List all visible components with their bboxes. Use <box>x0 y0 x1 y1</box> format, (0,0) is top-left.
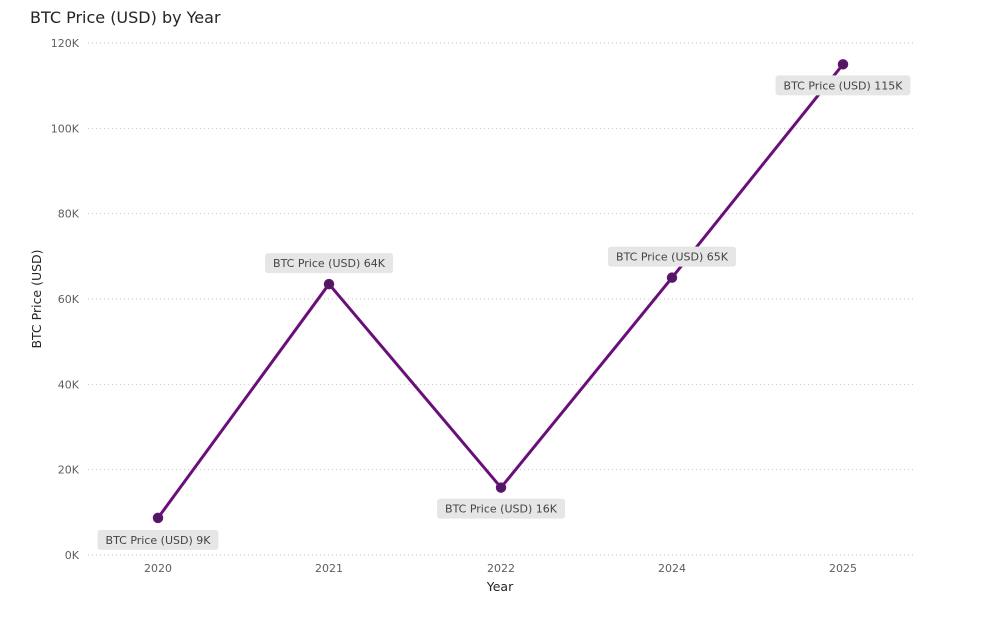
data-label-background <box>437 498 565 519</box>
y-tick-label: 120K <box>51 37 80 50</box>
y-tick-label: 60K <box>58 293 80 306</box>
x-axis-title: Year <box>486 579 514 594</box>
data-labels-group: BTC Price (USD) 9K BTC Price (USD) 64K BTC… <box>97 75 911 550</box>
y-tick-label: 20K <box>58 464 80 477</box>
data-label: BTC Price (USD) 16K <box>437 498 565 519</box>
x-tick-label: 2024 <box>658 562 686 575</box>
data-label-text: BTC Price (USD) 9K <box>106 534 212 547</box>
y-tick-label: 80K <box>58 208 80 221</box>
data-point[interactable] <box>837 59 849 70</box>
data-label: BTC Price (USD) 115K <box>775 75 911 96</box>
series-line <box>156 63 845 519</box>
data-label-text: BTC Price (USD) 65K <box>616 251 729 264</box>
data-point[interactable] <box>495 482 507 493</box>
data-label-background <box>608 246 736 267</box>
data-label: BTC Price (USD) 64K <box>265 253 393 274</box>
data-label-background <box>97 529 219 550</box>
y-tick-label: 100K <box>51 122 80 135</box>
data-label: BTC Price (USD) 65K <box>608 246 736 267</box>
data-point[interactable] <box>152 512 164 524</box>
chart-title: BTC Price (USD) by Year <box>30 8 221 27</box>
x-tick-label: 2020 <box>144 562 172 575</box>
x-axis-ticks: 2020 2021 2022 2024 2025 <box>144 562 857 575</box>
gridlines <box>88 42 915 556</box>
y-tick-label: 0K <box>65 549 80 562</box>
data-label-text: BTC Price (USD) 64K <box>273 257 386 270</box>
x-tick-label: 2025 <box>829 562 857 575</box>
data-point[interactable] <box>323 278 335 290</box>
y-axis-title: BTC Price (USD) <box>29 249 44 348</box>
y-tick-label: 40K <box>58 378 80 391</box>
data-label: BTC Price (USD) 9K <box>97 529 219 550</box>
x-tick-label: 2021 <box>315 562 343 575</box>
data-label-text: BTC Price (USD) 115K <box>784 79 904 92</box>
series-line-group <box>152 59 849 524</box>
data-label-text: BTC Price (USD) 16K <box>445 503 558 516</box>
x-tick-label: 2022 <box>487 562 515 575</box>
y-axis-ticks: 0K 20K 40K 60K 80K 100K 120K <box>51 37 80 562</box>
data-point[interactable] <box>666 272 678 283</box>
data-label-background <box>265 253 393 274</box>
data-label-background <box>775 75 911 96</box>
